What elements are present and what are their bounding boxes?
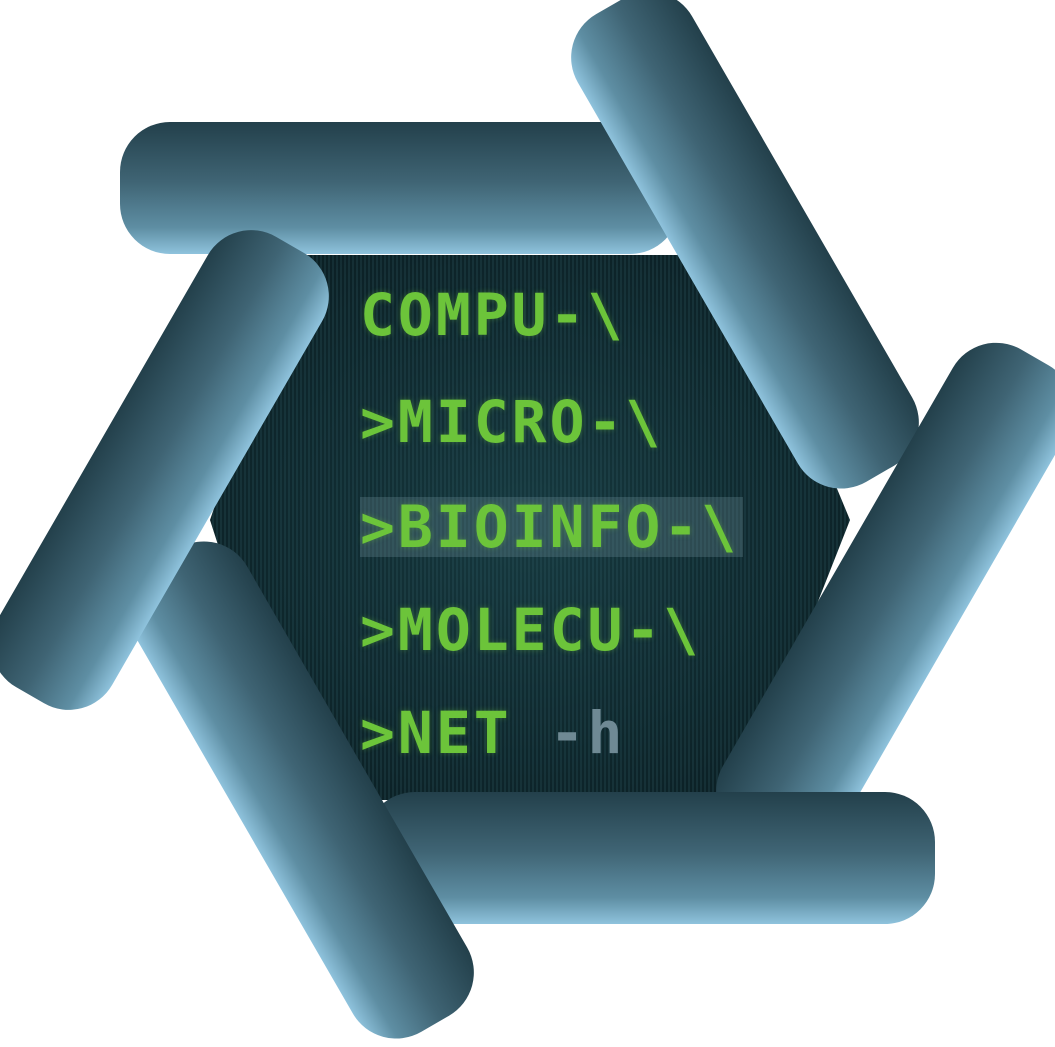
- tube-left: [0, 230, 329, 710]
- terminal-prompt: >: [360, 388, 398, 456]
- terminal-line-5: >NET -h: [360, 703, 625, 763]
- tube-bottom: [365, 792, 935, 924]
- screen-scanlines: [210, 255, 850, 800]
- terminal-text: COMPU-\: [360, 281, 626, 349]
- terminal-text: BIOINFO-\: [397, 493, 740, 561]
- tube-right: [716, 342, 1055, 858]
- terminal-text: MICRO-\: [397, 388, 664, 456]
- terminal-text: MOLECU-\: [397, 596, 702, 664]
- terminal-prompt: >: [360, 596, 398, 664]
- terminal-prompt: >: [360, 699, 398, 767]
- terminal-line-3-highlighted: >BIOINFO-\: [360, 497, 744, 557]
- terminal-prompt: >: [360, 493, 398, 561]
- tube-top: [120, 122, 680, 254]
- terminal-line-4: >MOLECU-\: [360, 600, 701, 660]
- tube-bottom-left: [126, 541, 474, 1039]
- tube-top-right: [571, 0, 919, 489]
- terminal-flag: -h: [549, 699, 626, 767]
- terminal-line-2: >MICRO-\: [360, 392, 663, 452]
- terminal-line-1: COMPU-\: [360, 285, 625, 345]
- terminal-text: NET: [397, 699, 550, 767]
